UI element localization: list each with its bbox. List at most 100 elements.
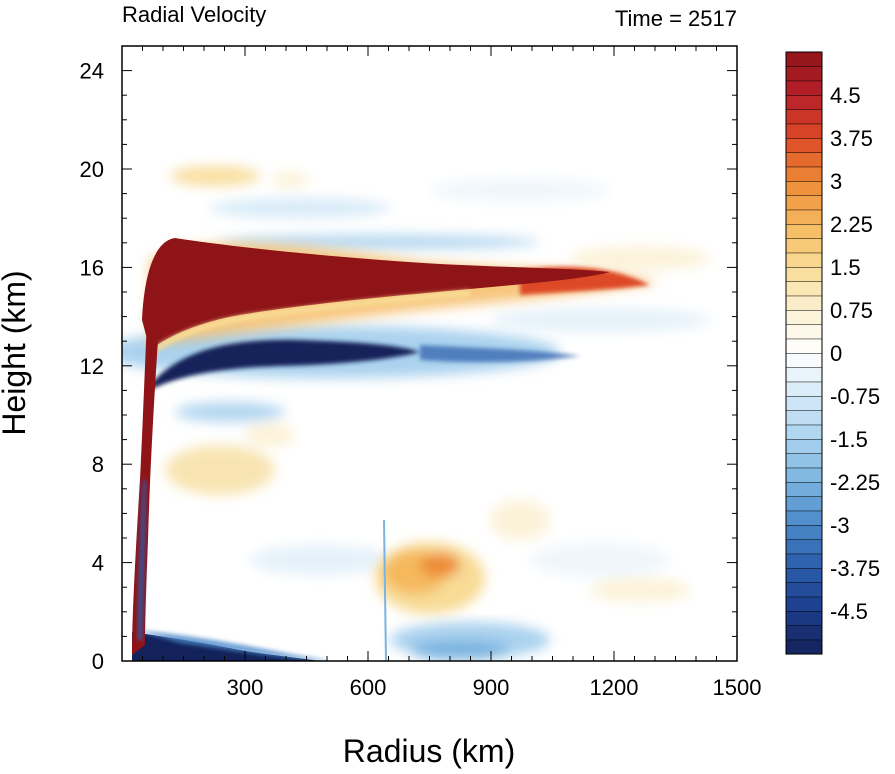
colorbar-label: 3 xyxy=(830,169,842,194)
colorbar-segment xyxy=(785,338,823,354)
colorbar-segment xyxy=(785,539,823,555)
jet-lower-edge xyxy=(150,290,470,356)
colorbar-segment xyxy=(785,309,823,325)
colorbar-segment xyxy=(785,324,823,340)
x-tick-label: 600 xyxy=(350,675,387,700)
colorbar-label: -0.75 xyxy=(830,384,880,409)
y-tick-label: 8 xyxy=(92,452,104,477)
x-axis-label: Radius (km) xyxy=(343,733,515,769)
colorbar-segment xyxy=(785,66,823,82)
colorbar-segment xyxy=(785,610,823,626)
colorbar-segment xyxy=(785,596,823,612)
bl-inflow-edge xyxy=(135,630,330,661)
colorbar-segment xyxy=(785,381,823,397)
patch-blue-above-jet xyxy=(220,235,540,249)
patch-upper-blue-2 xyxy=(430,178,610,202)
bl-inflow-right-2 xyxy=(410,640,510,660)
colorbar-segment xyxy=(785,180,823,196)
colorbar-segment xyxy=(785,410,823,426)
colorbar-segment xyxy=(785,266,823,282)
patch-yellow-right-low xyxy=(590,578,690,602)
colorbar-label: -4.5 xyxy=(830,599,868,624)
patch-upper-yellow xyxy=(170,166,260,186)
chart-title: Radial Velocity xyxy=(122,2,266,27)
time-label: Time = 2517 xyxy=(615,6,737,31)
colorbar-segment xyxy=(785,453,823,469)
mid-inflow-core xyxy=(150,339,420,390)
y-axis: 0 4 8 12 16 20 24 xyxy=(80,45,737,674)
x-tick-label: 1200 xyxy=(590,675,639,700)
colorbar-segment xyxy=(785,195,823,211)
colorbar-segment xyxy=(785,94,823,110)
eyewall-inner-blue xyxy=(138,480,146,640)
mid-inflow-tail xyxy=(420,345,580,363)
colorbar-segment xyxy=(785,152,823,168)
patch-yellow-low xyxy=(490,500,550,540)
colorbar-segment xyxy=(785,123,823,139)
colorbar-segment xyxy=(785,80,823,96)
colorbar-segment xyxy=(785,496,823,512)
discontinuity-line xyxy=(383,519,387,661)
colorbar-segment xyxy=(785,438,823,454)
colorbar-segment xyxy=(785,281,823,297)
x-tick-label: 300 xyxy=(227,675,264,700)
colorbar-label: -3 xyxy=(830,513,850,538)
patch-upper-blue xyxy=(210,198,390,218)
colorbar-segment xyxy=(785,395,823,411)
colorbar-segment xyxy=(785,467,823,483)
jet-core xyxy=(142,238,610,350)
y-tick-label: 4 xyxy=(92,551,104,576)
colorbar-segment xyxy=(785,553,823,569)
patch-blue-right-low xyxy=(530,542,670,578)
patch-blue-low xyxy=(250,545,390,575)
colorbar-label: 4.5 xyxy=(830,83,861,108)
colorbar-segment xyxy=(785,223,823,239)
colorbar-label: 0 xyxy=(830,341,842,366)
colorbar-label: -1.5 xyxy=(830,427,868,452)
colorbar-segment xyxy=(785,639,823,655)
colorbar-segment xyxy=(785,109,823,125)
y-tick-label: 16 xyxy=(80,255,104,280)
colorbar-segment xyxy=(785,582,823,598)
colorbar-label: -3.75 xyxy=(830,556,880,581)
patch-yellow-mid-2 xyxy=(245,423,295,447)
colorbar-segment xyxy=(785,209,823,225)
patch-blue-mid xyxy=(175,402,285,422)
colorbar-segment xyxy=(785,137,823,153)
colorbar-label: 0.75 xyxy=(830,298,873,323)
y-axis-label: Height (km) xyxy=(0,270,32,435)
lower-outflow-core-2 xyxy=(420,553,460,577)
colorbar-frame xyxy=(785,51,823,655)
colorbar-segment xyxy=(785,352,823,368)
colorbar-segment xyxy=(785,524,823,540)
colorbar-label: 2.25 xyxy=(830,212,873,237)
y-tick-label: 0 xyxy=(92,649,104,674)
y-tick-label: 20 xyxy=(80,157,104,182)
colorbar-segment xyxy=(785,625,823,641)
colorbar-segment xyxy=(785,424,823,440)
colorbar-segment xyxy=(785,238,823,254)
y-tick-label: 12 xyxy=(80,354,104,379)
x-tick-label: 1500 xyxy=(713,675,762,700)
patch-yellow-mid xyxy=(165,445,275,495)
y-tick-label: 24 xyxy=(80,59,104,84)
patch-upper-yellow-2 xyxy=(272,172,308,188)
patch-yellow-right xyxy=(570,246,710,270)
colorbar-segment xyxy=(785,295,823,311)
colorbar-label: 1.5 xyxy=(830,255,861,280)
colorbar-label: -2.25 xyxy=(830,470,880,495)
colorbar-segment xyxy=(785,367,823,383)
patch-blue-below-jet-right xyxy=(490,308,710,332)
colorbar-segment xyxy=(785,510,823,526)
colorbar-segment xyxy=(785,252,823,268)
x-axis: 300 600 900 1200 1500 xyxy=(121,46,762,700)
colorbar: 4.5 3.75 3 2.25 1.5 0.75 0 -0.75 -1.5 -2.25 -3 -3.7… xyxy=(785,51,880,655)
velocity-field xyxy=(122,166,710,661)
colorbar-segment xyxy=(785,51,823,67)
colorbar-segment xyxy=(785,567,823,583)
x-tick-label: 900 xyxy=(473,675,510,700)
colorbar-label: 3.75 xyxy=(830,126,873,151)
colorbar-segment xyxy=(785,481,823,497)
colorbar-segment xyxy=(785,166,823,182)
